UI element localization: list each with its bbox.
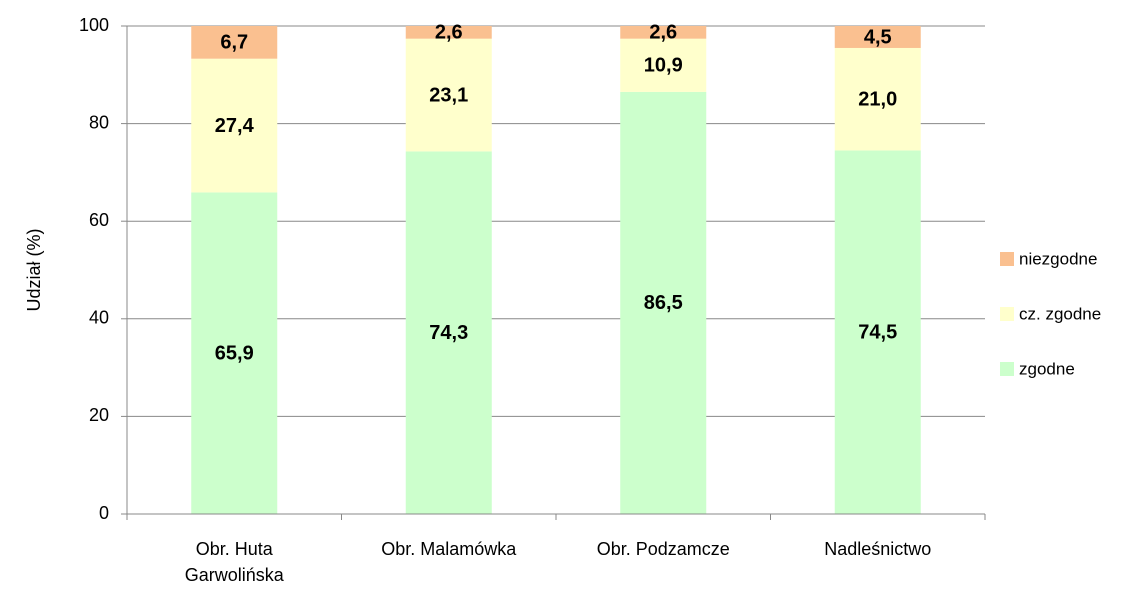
y-axis-label: Udział (%): [24, 228, 44, 311]
value-label: 86,5: [644, 292, 683, 314]
value-label: 27,4: [215, 115, 255, 137]
y-tick-label: 80: [89, 112, 109, 132]
legend-swatch: [1000, 362, 1014, 376]
y-tick-label: 60: [89, 210, 109, 230]
y-tick-label: 40: [89, 308, 109, 328]
legend-label: cz. zgodne: [1019, 304, 1101, 323]
value-label: 2,6: [649, 22, 677, 44]
bar-segment: [191, 58, 278, 193]
value-label: 65,9: [215, 342, 254, 364]
x-tick-label: Obr. Podzamcze: [597, 539, 730, 559]
x-tick-label: Obr. Huta Garwolińska: [185, 539, 285, 585]
legend-label: zgodne: [1019, 359, 1075, 378]
value-label: 23,1: [429, 84, 468, 106]
x-tick-label: Obr. Malamówka: [381, 539, 517, 559]
bar-segment: [405, 38, 492, 152]
legend-swatch: [1000, 252, 1014, 266]
y-tick-label: 20: [89, 405, 109, 425]
bar-segment: [620, 26, 707, 39]
bar-segment: [620, 38, 707, 92]
value-label: 4,5: [864, 26, 892, 48]
y-tick-label: 100: [79, 15, 109, 35]
bar-segment: [405, 26, 492, 39]
bar-segment: [834, 26, 921, 48]
bar-segment: [191, 192, 278, 514]
legend-swatch: [1000, 307, 1014, 321]
bar-segment: [405, 151, 492, 514]
y-tick-label: 0: [99, 503, 109, 523]
value-label: 21,0: [858, 88, 897, 110]
x-tick-label: Nadleśnictwo: [824, 539, 931, 559]
bar-segment: [834, 47, 921, 151]
value-label: 74,3: [429, 322, 468, 344]
value-label: 74,5: [858, 322, 897, 344]
legend-label: niezgodne: [1019, 249, 1097, 268]
value-label: 10,9: [644, 55, 683, 77]
bar-segment: [834, 150, 921, 514]
value-label: 2,6: [435, 22, 463, 44]
bar-segment: [620, 91, 707, 514]
value-label: 6,7: [220, 32, 248, 54]
bar-segment: [191, 26, 278, 59]
